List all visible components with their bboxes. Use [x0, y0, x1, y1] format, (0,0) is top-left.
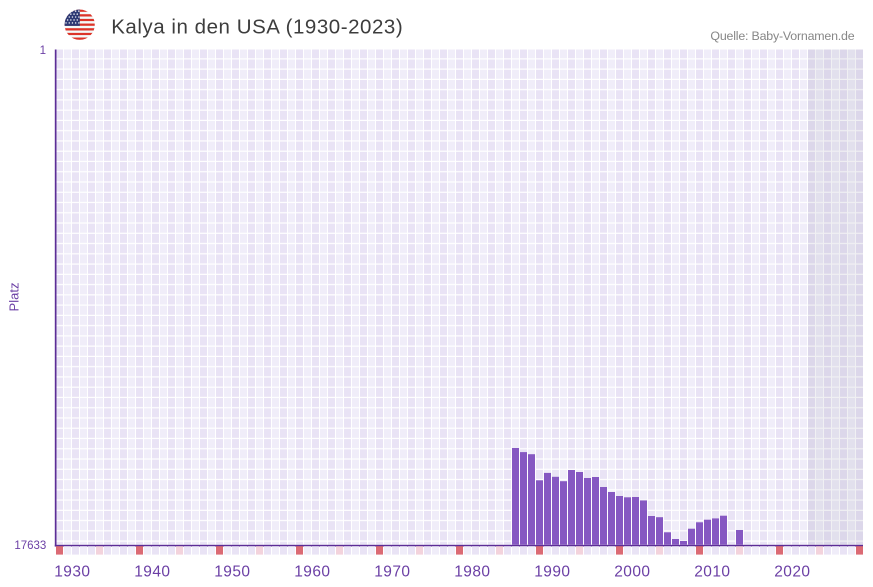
- svg-text:1980: 1980: [454, 563, 490, 580]
- svg-text:Quelle: Baby-Vornamen.de: Quelle: Baby-Vornamen.de: [710, 29, 854, 43]
- svg-text:1: 1: [40, 45, 46, 57]
- svg-text:1990: 1990: [534, 563, 570, 580]
- svg-text:2000: 2000: [614, 563, 650, 580]
- svg-text:1960: 1960: [294, 563, 330, 580]
- svg-text:1940: 1940: [134, 563, 170, 580]
- svg-text:2020: 2020: [774, 563, 810, 580]
- svg-text:Kalya in den USA (1930-2023): Kalya in den USA (1930-2023): [111, 16, 403, 39]
- svg-text:17633: 17633: [14, 540, 46, 552]
- svg-text:1970: 1970: [374, 563, 410, 580]
- svg-text:Platz: Platz: [6, 283, 21, 312]
- svg-text:2010: 2010: [694, 563, 730, 580]
- svg-text:1930: 1930: [54, 563, 90, 580]
- svg-text:1950: 1950: [214, 563, 250, 580]
